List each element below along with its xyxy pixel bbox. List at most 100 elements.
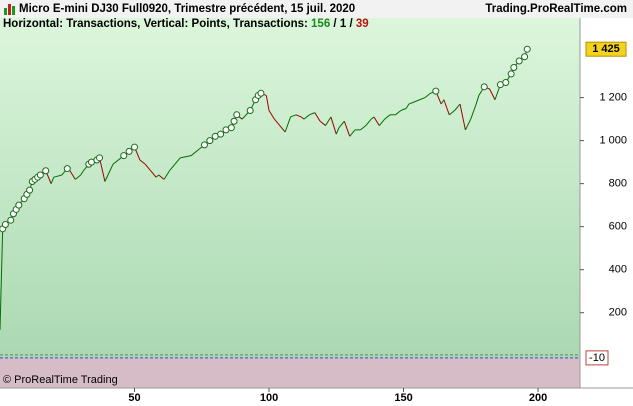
segment <box>400 107 407 111</box>
segment <box>274 118 281 126</box>
new-high-marker <box>26 186 34 194</box>
separator: / <box>349 18 353 30</box>
new-high-marker <box>227 124 235 132</box>
new-high-marker <box>432 87 440 95</box>
segment <box>290 114 297 118</box>
segment <box>279 125 286 133</box>
y-tick-label: 1 000 <box>599 135 627 147</box>
segment <box>104 164 114 182</box>
segment <box>475 95 480 105</box>
new-high-marker <box>96 154 104 162</box>
segment <box>319 120 326 126</box>
last-value-label: 1 425 <box>592 43 620 55</box>
new-high-marker <box>217 130 225 138</box>
new-high-marker <box>515 57 523 65</box>
new-high-marker <box>131 143 139 151</box>
x-tick-label: 50 <box>128 392 140 404</box>
info: Horizontal: Transactions, Vertical: Poin… <box>3 18 369 30</box>
segment <box>309 112 315 116</box>
new-high-marker <box>7 216 15 224</box>
new-high-marker <box>120 152 128 160</box>
new-high-marker <box>507 70 515 78</box>
segment <box>489 88 496 100</box>
new-high-marker <box>502 79 510 87</box>
segment <box>464 118 472 131</box>
segment <box>53 174 63 178</box>
losing-count: 39 <box>356 18 369 30</box>
segment <box>395 110 402 116</box>
new-high-marker <box>125 147 133 155</box>
segment <box>360 125 367 131</box>
segment <box>373 116 380 126</box>
negative-area <box>0 357 580 388</box>
segment <box>370 116 375 120</box>
segment <box>265 95 270 111</box>
segment <box>80 170 84 176</box>
segment <box>384 114 391 120</box>
segment <box>150 170 157 178</box>
y-tick-label: 400 <box>609 264 627 276</box>
new-high-marker <box>15 201 23 209</box>
segment <box>440 99 445 105</box>
segment <box>155 174 160 178</box>
segment <box>454 103 461 111</box>
segment <box>405 103 410 109</box>
new-high-marker <box>1 221 9 229</box>
copyright: © ProRealTime Trading <box>3 374 118 386</box>
segment <box>424 92 431 98</box>
segment <box>99 157 106 182</box>
new-high-marker <box>230 117 238 125</box>
chart-title: Micro E-mini DJ30 Full0920, Trimestre pr… <box>19 3 355 15</box>
segment <box>300 116 305 120</box>
new-high-marker <box>480 83 488 91</box>
segment <box>330 116 337 135</box>
new-high-marker <box>63 165 71 173</box>
segment <box>343 121 351 137</box>
icon <box>4 4 15 15</box>
neutral-count: 1 <box>340 18 347 30</box>
new-high-marker <box>523 45 531 53</box>
new-high-marker <box>200 141 208 149</box>
segment <box>419 97 426 101</box>
reference-box <box>585 350 609 366</box>
source: Trading.ProRealTime.com <box>485 3 627 15</box>
segment <box>268 110 275 120</box>
segment <box>169 163 176 172</box>
new-high-marker <box>233 111 241 119</box>
segment <box>349 129 356 137</box>
new-high-marker <box>521 53 529 61</box>
plot-area <box>0 18 580 388</box>
segment <box>163 170 170 180</box>
segment <box>50 176 55 184</box>
segment <box>459 103 466 130</box>
reference-label: -10 <box>589 352 605 364</box>
info-label: Horizontal: Transactions, Vertical: Poin… <box>3 18 308 30</box>
segment <box>180 155 192 159</box>
segment <box>408 101 415 105</box>
x-tick-label: 150 <box>394 392 412 404</box>
segment <box>378 118 386 126</box>
x-tick-label: 200 <box>529 392 547 404</box>
new-high-marker <box>246 107 254 114</box>
segment <box>365 118 372 126</box>
winning-count: 156 <box>311 18 330 30</box>
segment <box>190 148 200 157</box>
segment <box>448 110 455 116</box>
new-high-marker <box>206 137 214 145</box>
segment <box>314 112 321 122</box>
segment <box>443 99 450 115</box>
new-high-marker <box>510 63 518 71</box>
segment <box>174 157 181 165</box>
last-value-box <box>585 41 627 57</box>
segment <box>470 103 477 120</box>
new-high-marker <box>36 171 44 179</box>
separator: / <box>333 18 337 30</box>
y-tick-label: 800 <box>609 178 627 190</box>
segment <box>158 174 165 180</box>
segment <box>144 163 152 172</box>
segment <box>414 99 420 103</box>
new-high-marker <box>257 89 265 97</box>
segment <box>112 157 122 165</box>
segment <box>284 116 292 133</box>
